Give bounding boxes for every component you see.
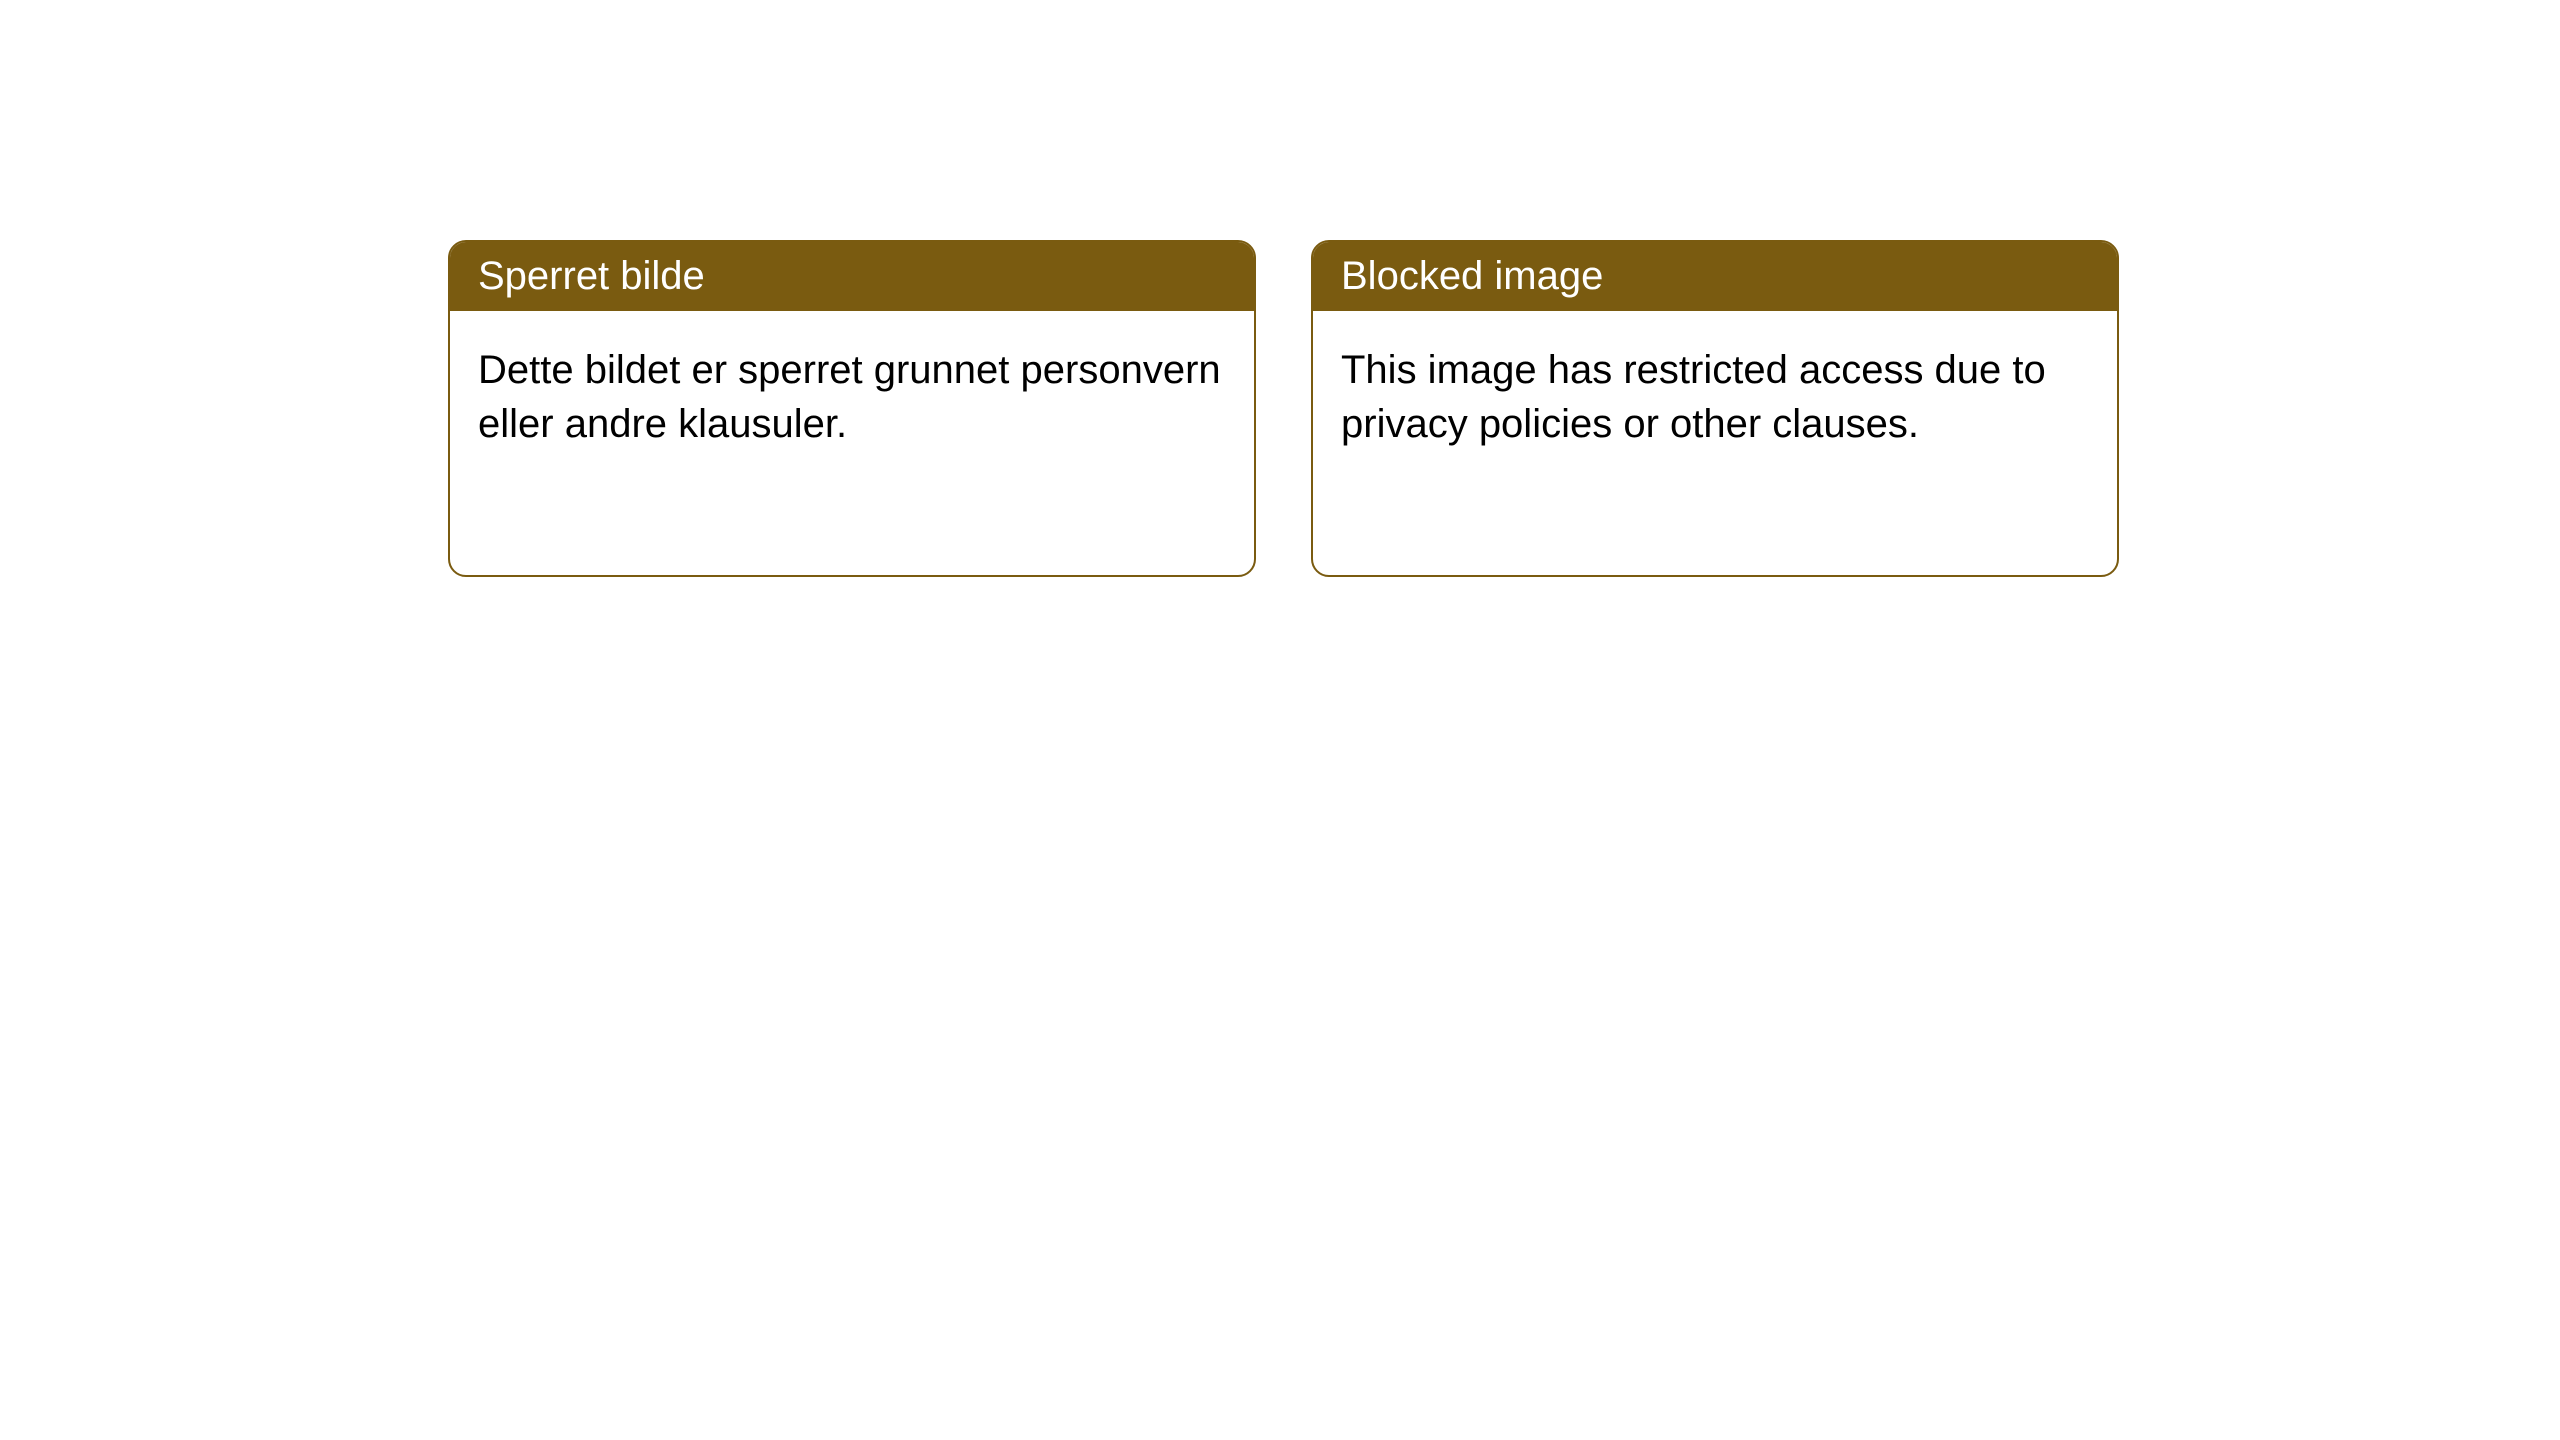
notice-container: Sperret bilde Dette bildet er sperret gr… (0, 0, 2560, 577)
card-title-english: Blocked image (1341, 254, 1603, 298)
card-body-norwegian: Dette bildet er sperret grunnet personve… (450, 311, 1254, 483)
blocked-image-card-norwegian: Sperret bilde Dette bildet er sperret gr… (448, 240, 1256, 577)
card-message-norwegian: Dette bildet er sperret grunnet personve… (478, 348, 1221, 446)
card-title-norwegian: Sperret bilde (478, 254, 705, 298)
card-header-english: Blocked image (1313, 242, 2117, 311)
blocked-image-card-english: Blocked image This image has restricted … (1311, 240, 2119, 577)
card-message-english: This image has restricted access due to … (1341, 348, 2046, 446)
card-header-norwegian: Sperret bilde (450, 242, 1254, 311)
card-body-english: This image has restricted access due to … (1313, 311, 2117, 483)
